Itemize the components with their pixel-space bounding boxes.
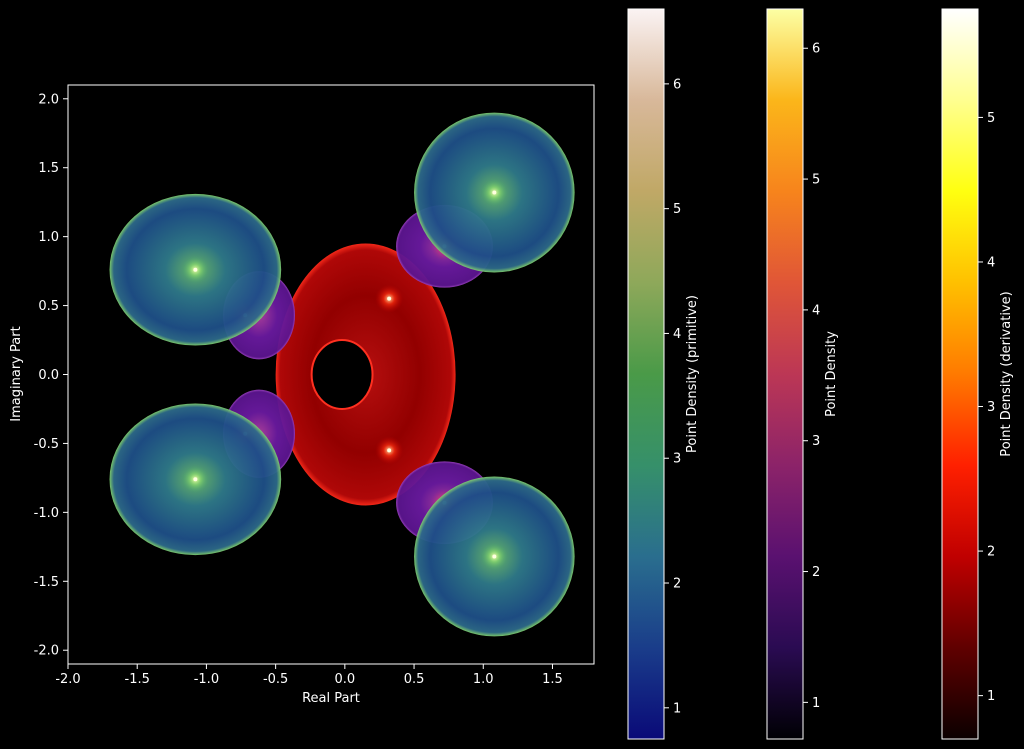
density-peak-core-hot-0 — [387, 296, 392, 301]
x-tick-label: 0.5 — [404, 672, 425, 687]
density-peak-core-hot-1 — [387, 448, 392, 453]
density-peak-core-gist_earth-2 — [492, 190, 497, 195]
x-tick-label: -2.0 — [55, 672, 80, 687]
colorbar-tick-label: 6 — [673, 77, 681, 92]
colorbar-tick-label: 1 — [987, 689, 995, 704]
colorbar-tick-label: 1 — [673, 701, 681, 716]
colorbar-tick-label: 6 — [812, 42, 820, 57]
x-tick-label: 1.5 — [542, 672, 563, 687]
x-axis-label: Real Part — [302, 691, 360, 706]
density-peak-core-gist_earth-3 — [492, 554, 497, 559]
colorbar-tick-label: 4 — [673, 327, 681, 342]
colorbar-tick-label: 1 — [812, 696, 820, 711]
y-tick-label: 0.5 — [38, 299, 59, 314]
colorbar-tick-label: 3 — [987, 400, 995, 415]
colorbar-tick-label: 5 — [673, 202, 681, 217]
plot-axes: Real Part Imaginary Part — [9, 84, 595, 706]
density-hole — [310, 339, 374, 410]
colorbar-1: 1 2 3 4 5 6 Point Density (primitive) — [627, 8, 700, 740]
colorbar-tick-label: 4 — [812, 303, 820, 318]
plot-area — [109, 112, 575, 637]
y-tick-label: 0.0 — [38, 368, 59, 383]
x-tick-label: 1.0 — [473, 672, 494, 687]
colorbar-tick-label: 3 — [812, 434, 820, 449]
y-tick-label: 1.0 — [38, 230, 59, 245]
axis-ticks: -2.0 -1.5 -1.0 -0.5 0.0 0.5 1.0 1.5 -2.0 -1.5 -1.0… — [34, 92, 563, 687]
y-tick-label: -1.0 — [34, 506, 59, 521]
y-tick-label: 2.0 — [38, 92, 59, 107]
x-tick-label: -1.0 — [194, 672, 219, 687]
y-tick-label: 1.5 — [38, 161, 59, 176]
colorbar-3: 1 2 3 4 5 Point Density (derivative) — [941, 8, 1014, 740]
colorbar-tick-label: 2 — [987, 545, 995, 560]
y-tick-label: -2.0 — [34, 644, 59, 659]
colorbar-label: Point Density (derivative) — [999, 291, 1014, 456]
colorbar-label: Point Density (primitive) — [685, 295, 700, 453]
colorbar-tick-label: 4 — [987, 255, 995, 270]
series-hot — [275, 243, 456, 506]
y-tick-label: -1.5 — [34, 575, 59, 590]
colorbar-tick-label: 3 — [673, 452, 681, 467]
y-axis-label: Imaginary Part — [9, 326, 24, 421]
colorbar-2: 1 2 3 4 5 6 Point Density — [766, 8, 839, 740]
colorbar-tick-label: 5 — [987, 111, 995, 126]
y-tick-label: -0.5 — [34, 437, 59, 452]
colorbar-gradient — [941, 8, 979, 740]
density-peak-core-gist_earth-0 — [193, 267, 198, 272]
x-tick-label: 0.0 — [334, 672, 355, 687]
colorbars: 1 2 3 4 5 6 Point Density (primitive) 1 2 3 4 5 6 Poi… — [627, 8, 1014, 740]
colorbar-tick-label: 2 — [812, 565, 820, 580]
colorbar-gradient — [766, 8, 804, 740]
colorbar-gradient — [627, 8, 665, 740]
colorbar-label: Point Density — [824, 331, 839, 417]
colorbar-tick-label: 5 — [812, 173, 820, 188]
series-gist_earth — [109, 112, 575, 637]
x-tick-label: -0.5 — [263, 672, 288, 687]
density-peak-core-gist_earth-1 — [193, 477, 198, 482]
x-tick-label: -1.5 — [125, 672, 150, 687]
colorbar-tick-label: 2 — [673, 577, 681, 592]
